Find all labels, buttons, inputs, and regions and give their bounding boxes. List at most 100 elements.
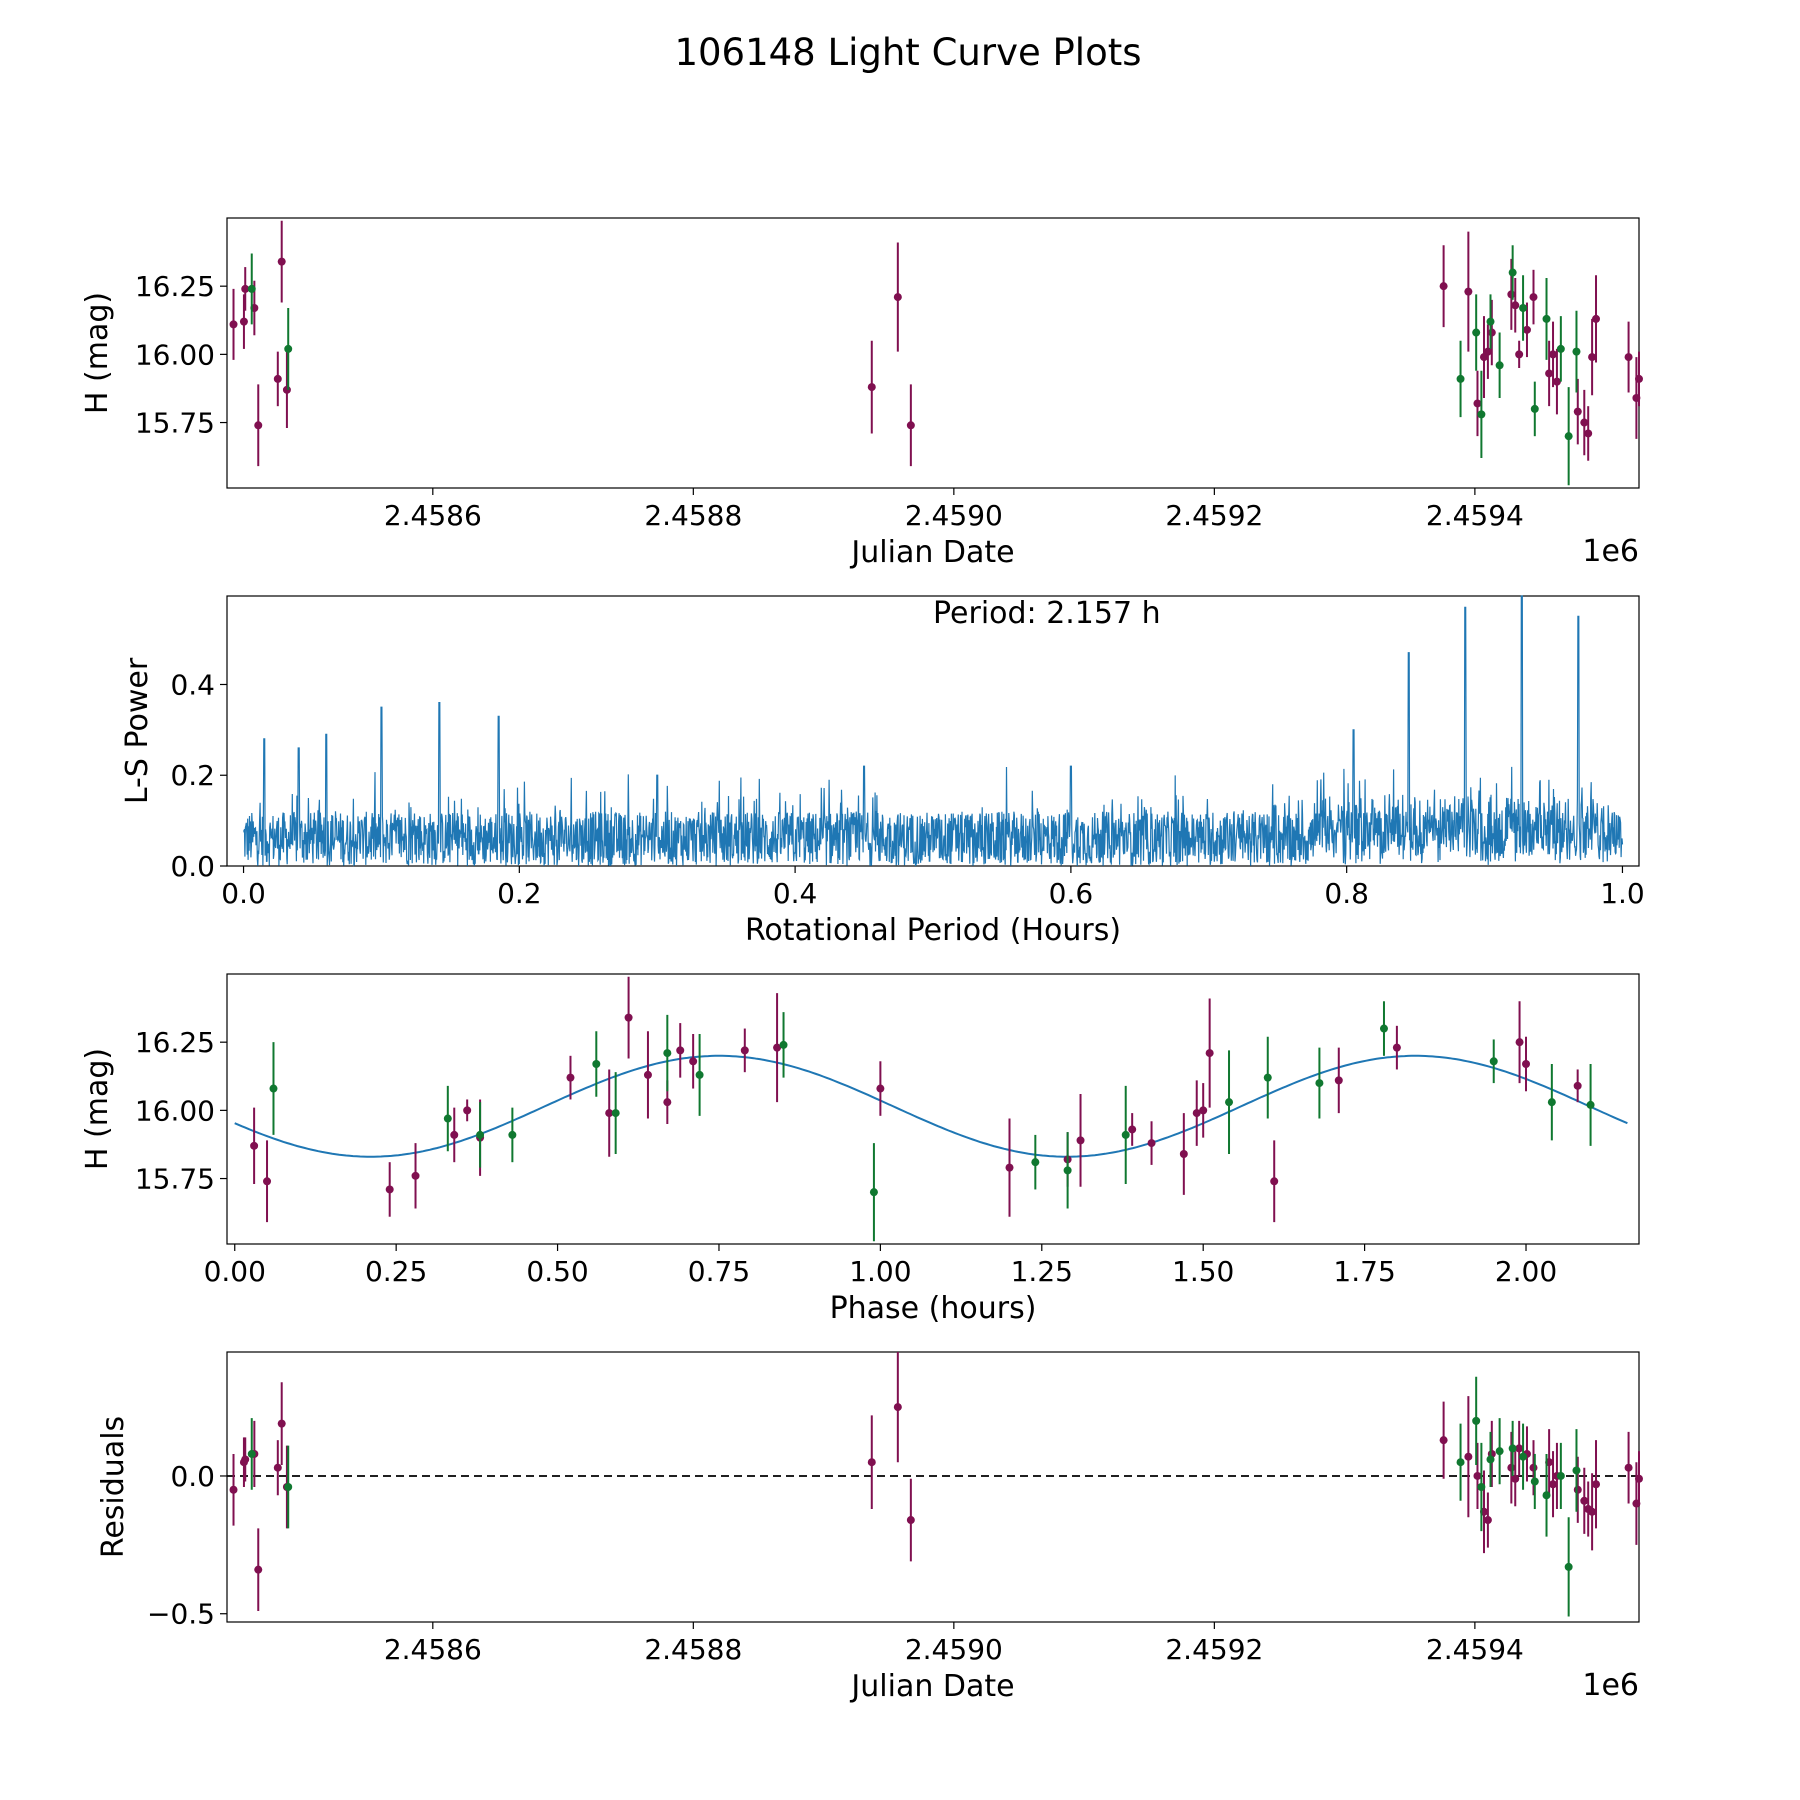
residuals-frame [226, 1351, 1640, 1623]
data-point-g [1495, 1447, 1504, 1456]
data-point-g [1519, 1452, 1528, 1461]
data-point-g [611, 1109, 620, 1118]
data-point-g [1477, 410, 1486, 419]
data-point-r [1635, 374, 1643, 383]
data-point-g [443, 1114, 452, 1123]
data-point-g [1486, 317, 1495, 326]
data-point-g [1530, 404, 1539, 413]
x-tick-label: 2.4588 [644, 499, 742, 532]
data-point-r [1392, 1043, 1401, 1052]
data-point-r [1507, 1463, 1516, 1472]
data-point-g [1547, 1098, 1556, 1107]
y-tick-label: 0.4 [170, 668, 215, 701]
x-tick-label: 2.4588 [644, 1633, 742, 1666]
x-tick-label: 2.4590 [905, 499, 1003, 532]
raw-lightcurve-points [229, 220, 1643, 486]
data-point-g [1477, 1483, 1486, 1491]
data-point-r [1205, 1049, 1214, 1058]
x-tick-label: 2.4586 [384, 499, 482, 532]
data-point-r [1549, 1480, 1558, 1489]
data-point-g [476, 1130, 485, 1139]
data-point-r [1573, 1485, 1582, 1494]
x-tick-label: 0.2 [497, 877, 542, 910]
data-point-r [385, 1185, 394, 1194]
data-point-g [1031, 1158, 1040, 1167]
data-point-r [282, 385, 291, 394]
data-point-r [239, 317, 248, 326]
y-tick-label: 16.25 [135, 1026, 215, 1059]
x-tick-label: 0.0 [221, 877, 266, 910]
data-point-g [1063, 1166, 1072, 1175]
x-tick-label: 1.75 [1333, 1255, 1395, 1288]
periodogram-trace [242, 595, 1624, 867]
data-point-r [1507, 290, 1516, 299]
data-point-r [277, 257, 286, 266]
data-point-r [1464, 287, 1473, 296]
data-point-r [663, 1098, 672, 1107]
data-point-r [605, 1109, 614, 1118]
phase-folded-frame [226, 973, 1640, 1245]
data-point-g [1542, 1491, 1551, 1500]
y-tick-label: 0.0 [170, 850, 215, 883]
x-tick-label: 1.25 [1011, 1255, 1073, 1288]
data-point-g [1508, 268, 1517, 277]
data-point-g [1456, 374, 1465, 383]
raw-lightcurve-ylabel: H (mag) [80, 292, 115, 414]
data-point-g [1315, 1079, 1324, 1088]
data-point-r [1439, 1436, 1448, 1445]
data-point-r [1487, 328, 1496, 337]
x-tick-label: 2.4590 [905, 1633, 1003, 1666]
residuals-xlabel: Julian Date [849, 1669, 1014, 1704]
data-point-g [1556, 1471, 1565, 1480]
data-point-r [411, 1171, 420, 1180]
data-point-r [1624, 1463, 1633, 1472]
data-point-r [1545, 369, 1554, 378]
x-tick-label: 2.4592 [1165, 499, 1263, 532]
residuals-ylabel: Residuals [96, 1416, 131, 1558]
data-point-g [1572, 1466, 1581, 1475]
data-point-r [1483, 1516, 1492, 1525]
data-point-r [1515, 1038, 1524, 1047]
x-tick-label: 1.0 [1600, 877, 1645, 910]
x-tick-label: 0.4 [773, 877, 818, 910]
data-point-g [1121, 1130, 1130, 1139]
data-point-r [1573, 407, 1582, 416]
raw-lightcurve-ticks: 2.4586 2.4588 2.4590 2.4592 2.4594 15.75 16.00… [135, 270, 1524, 532]
data-point-r [1588, 1507, 1597, 1516]
data-point-r [1529, 1463, 1538, 1472]
data-point-g [1530, 1477, 1539, 1486]
data-point-r [1624, 353, 1633, 362]
data-point-g [1542, 314, 1551, 323]
periodogram-frame [226, 595, 1640, 867]
data-point-r [263, 1177, 272, 1186]
phase-folded-ticks: 0.00 0.25 0.50 0.75 1.00 1.25 1.50 1.75 2.00 15.7… [135, 1026, 1557, 1288]
data-point-g [869, 1188, 878, 1197]
data-point-r [876, 1084, 885, 1093]
data-point-r [254, 421, 263, 430]
residuals-ticks: 2.4586 2.4588 2.4590 2.4592 2.4594 −0.5 0.0 [147, 1460, 1524, 1666]
data-point-r [1580, 418, 1589, 427]
x-tick-label: 2.4594 [1426, 1633, 1524, 1666]
x-tick-label: 2.4592 [1165, 1633, 1263, 1666]
data-point-r [1515, 350, 1524, 359]
data-point-r [1270, 1177, 1279, 1186]
data-point-r [906, 1516, 915, 1525]
data-point-r [241, 1455, 250, 1464]
x-tick-label: 2.00 [1495, 1255, 1557, 1288]
data-point-g [1519, 304, 1528, 312]
x-tick-label: 0.8 [1324, 877, 1369, 910]
periodogram-xlabel: Rotational Period (Hours) [745, 913, 1121, 948]
data-point-r [1549, 350, 1558, 359]
data-point-r [740, 1046, 749, 1055]
data-point-r [1515, 1444, 1524, 1453]
data-point-r [676, 1046, 685, 1055]
data-point-g [1472, 328, 1481, 337]
y-tick-label: 0.2 [170, 759, 215, 792]
data-point-r [277, 1419, 286, 1428]
data-point-r [229, 320, 238, 329]
data-point-g [779, 1040, 788, 1049]
data-point-r [1592, 314, 1601, 323]
data-point-r [241, 284, 250, 293]
x-tick-label: 0.75 [688, 1255, 750, 1288]
